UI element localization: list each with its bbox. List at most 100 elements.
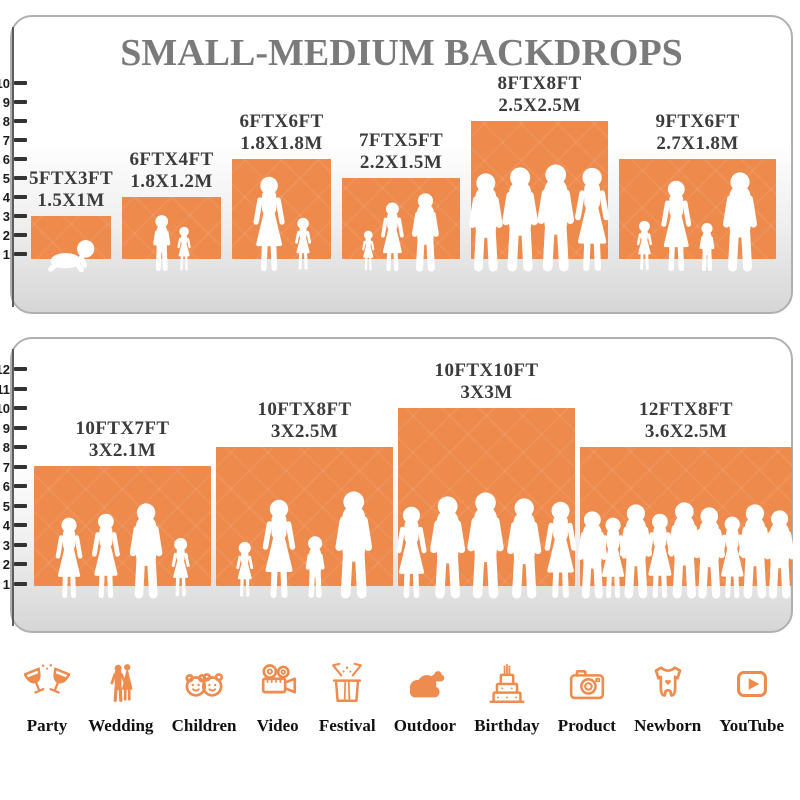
party-icon bbox=[24, 659, 70, 707]
man-silhouette bbox=[467, 492, 505, 599]
axis-tick bbox=[14, 157, 27, 161]
backdrop-size-label: 6FTX6FT 1.8X1.8M bbox=[239, 111, 323, 154]
axis-tick-label: 4 bbox=[2, 190, 10, 205]
backdrop-size-label: 10FTX10FT 3X3M bbox=[435, 360, 539, 403]
backdrop-size-label: 10FTX7FT 3X2.1M bbox=[76, 418, 170, 461]
backdrop-rect bbox=[31, 216, 111, 272]
backdrop-size-label: 6FTX4FT 1.8X1.2M bbox=[129, 149, 213, 192]
axis-tick bbox=[14, 484, 27, 488]
birthday-icon bbox=[484, 659, 530, 707]
category-label: Festival bbox=[318, 716, 376, 735]
woman-silhouette bbox=[544, 501, 577, 599]
girl-silhouette bbox=[636, 220, 652, 270]
axis-tick-label: 11 bbox=[0, 381, 10, 397]
people-silhouettes bbox=[572, 502, 800, 599]
axis-tick-label: 2 bbox=[2, 228, 10, 243]
axis-tick-label: 7 bbox=[2, 459, 10, 475]
man-silhouette bbox=[129, 503, 163, 599]
backdrop-rect bbox=[216, 447, 393, 599]
backdrop-item: 8FTX8FT 2.5X2.5M bbox=[468, 73, 609, 272]
axis-tick bbox=[14, 214, 27, 218]
festival-icon bbox=[324, 659, 370, 707]
woman-silhouette bbox=[381, 202, 405, 272]
axis-tick-label: 8 bbox=[2, 114, 10, 129]
backdrop-size-label: 8FTX8FT 2.5X2.5M bbox=[497, 73, 581, 116]
axis-tick bbox=[14, 386, 27, 391]
child-silhouette bbox=[152, 215, 170, 271]
backdrop-size-label: 5FTX3FT 1.5X1M bbox=[29, 168, 113, 211]
backdrop-rect bbox=[342, 178, 460, 272]
category-label: Newborn bbox=[634, 716, 702, 735]
wedding-icon bbox=[98, 659, 144, 707]
outdoor-icon bbox=[402, 659, 448, 707]
girl-silhouette bbox=[362, 230, 375, 271]
category-wedding: Wedding bbox=[88, 659, 153, 736]
backdrop-rect bbox=[468, 121, 609, 272]
size-feet: 10FTX10FT bbox=[434, 360, 539, 382]
backdrop-rect bbox=[122, 197, 221, 271]
girl-silhouette bbox=[171, 537, 190, 597]
axis-tick-label: 8 bbox=[2, 440, 10, 455]
backdrop-item: 10FTX10FT 3X3M bbox=[396, 360, 577, 599]
backdrop-size-label: 9FTX6FT 2.7X1.8M bbox=[655, 111, 739, 154]
product-icon bbox=[564, 659, 610, 707]
axis-tick bbox=[14, 445, 27, 449]
man-silhouette bbox=[764, 510, 795, 599]
category-label: Outdoor bbox=[393, 716, 457, 735]
video-icon bbox=[255, 659, 301, 707]
people-silhouettes bbox=[463, 164, 616, 272]
backdrop-item: 6FTX6FT 1.8X1.8M bbox=[232, 111, 331, 272]
backdrop-rect bbox=[34, 466, 211, 599]
newborn-icon bbox=[645, 659, 691, 707]
man-silhouette bbox=[537, 164, 575, 272]
category-video: Video bbox=[255, 659, 301, 736]
axis-tick bbox=[14, 581, 27, 586]
axis-tick bbox=[14, 542, 27, 547]
woman-silhouette bbox=[396, 506, 427, 599]
axis-tick bbox=[14, 367, 27, 371]
size-feet: 7FTX5FT bbox=[358, 130, 444, 152]
axis-tick-label: 5 bbox=[2, 498, 10, 514]
axis-tick bbox=[14, 81, 27, 85]
axis-tick-label: 5 bbox=[2, 171, 10, 186]
child-silhouette bbox=[699, 223, 715, 272]
backdrop-rect bbox=[232, 159, 331, 272]
size-feet: 5FTX3FT bbox=[28, 168, 114, 190]
size-meters: 2.2X1.5M bbox=[359, 151, 443, 173]
woman-silhouette bbox=[91, 513, 120, 599]
axis-tick bbox=[14, 425, 27, 430]
man-silhouette bbox=[412, 193, 440, 272]
girl-silhouette bbox=[236, 541, 254, 597]
size-meters: 3.6X2.5M bbox=[644, 420, 728, 442]
size-meters: 3X3M bbox=[460, 381, 513, 403]
axis-tick bbox=[14, 233, 27, 237]
man-silhouette bbox=[501, 167, 538, 272]
size-feet: 9FTX6FT bbox=[655, 111, 740, 133]
backdrop-rect bbox=[577, 447, 795, 599]
axis-tick-label: 2 bbox=[2, 557, 10, 572]
woman-silhouette bbox=[253, 176, 285, 272]
backdrop-bars: 5FTX3FT 1.5X1M 6FTX4FT 1.8X1.2M 6FTX6FT 1.8X1… bbox=[29, 73, 776, 272]
people-silhouettes bbox=[390, 492, 583, 599]
size-feet: 10FTX8FT bbox=[257, 399, 352, 421]
category-label: YouTube bbox=[719, 716, 784, 735]
axis-tick-label: 1 bbox=[2, 247, 10, 262]
category-label: Party bbox=[26, 716, 68, 735]
baby-silhouette bbox=[48, 240, 95, 272]
axis-tick bbox=[14, 464, 27, 469]
axis-tick bbox=[14, 119, 27, 123]
category-youtube: YouTube bbox=[719, 659, 784, 736]
category-birthday: Birthday bbox=[474, 659, 539, 736]
category-festival: Festival bbox=[319, 659, 376, 736]
axis-tick-label: 4 bbox=[2, 518, 10, 533]
girl-silhouette bbox=[177, 226, 191, 271]
category-newborn: Newborn bbox=[634, 659, 701, 736]
axis-tick-label: 9 bbox=[2, 420, 10, 436]
axis-tick-label: 6 bbox=[2, 479, 10, 494]
category-outdoor: Outdoor bbox=[394, 659, 456, 736]
people-silhouettes bbox=[26, 503, 219, 599]
man-silhouette bbox=[334, 491, 372, 599]
size-feet: 6FTX4FT bbox=[129, 149, 214, 171]
axis-tick bbox=[14, 252, 27, 256]
woman-silhouette bbox=[263, 499, 296, 598]
